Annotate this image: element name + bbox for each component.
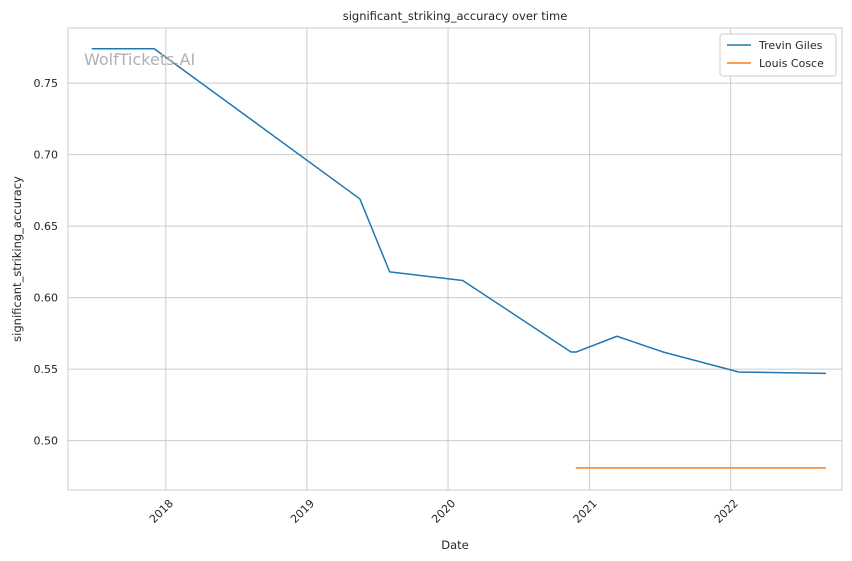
x-tick-label: 2020 — [429, 497, 458, 526]
x-axis: 2018 2019 2020 2021 2022 — [147, 497, 741, 526]
watermark: WolfTickets.AI — [84, 50, 195, 69]
y-tick-label: 0.50 — [34, 435, 59, 448]
x-tick-label: 2021 — [571, 497, 600, 526]
x-axis-label: Date — [441, 538, 469, 552]
y-axis-label: significant_striking_accuracy — [10, 176, 24, 342]
x-tick-label: 2022 — [712, 497, 741, 526]
y-tick-label: 0.65 — [34, 220, 59, 233]
series-line-0 — [91, 47, 827, 375]
grid — [68, 28, 842, 490]
legend: Trevin Giles Louis Cosce — [719, 33, 837, 77]
y-tick-label: 0.70 — [34, 149, 59, 162]
y-tick-label: 0.55 — [34, 363, 59, 376]
y-axis: 0.50 0.55 0.60 0.65 0.70 0.75 — [34, 77, 59, 448]
legend-label-1: Louis Cosce — [759, 57, 824, 70]
legend-label-0: Trevin Giles — [758, 39, 823, 52]
plot-area — [67, 27, 843, 491]
chart-title: significant_striking_accuracy over time — [343, 9, 568, 23]
x-tick-label: 2019 — [288, 497, 317, 526]
x-tick-label: 2018 — [147, 497, 176, 526]
y-tick-label: 0.60 — [34, 292, 59, 305]
y-tick-label: 0.75 — [34, 77, 59, 90]
series-layer — [91, 47, 827, 469]
